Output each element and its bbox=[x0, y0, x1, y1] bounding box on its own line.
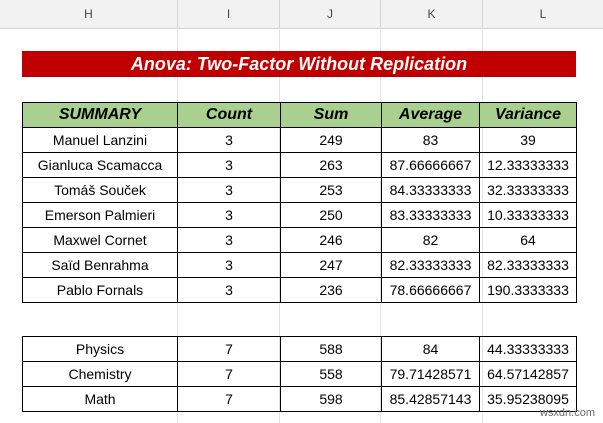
cell-sum[interactable]: 249 bbox=[280, 127, 382, 153]
cell-name[interactable]: Gianluca Scamacca bbox=[22, 152, 178, 178]
cell-sum[interactable]: 558 bbox=[280, 361, 382, 387]
cell-variance[interactable]: 82.33333333 bbox=[479, 252, 577, 278]
cell-sum[interactable]: 588 bbox=[280, 336, 382, 362]
cell-average[interactable]: 78.66666667 bbox=[381, 277, 480, 303]
table-row: Chemistry 7 558 79.71428571 64.57142857 bbox=[22, 361, 577, 387]
cell-count[interactable]: 3 bbox=[177, 127, 281, 153]
cell-name[interactable]: Maxwel Cornet bbox=[22, 227, 178, 253]
cell-subject[interactable]: Chemistry bbox=[22, 361, 178, 387]
summary-header-row: SUMMARY Count Sum Average Variance bbox=[22, 102, 577, 128]
header-summary[interactable]: SUMMARY bbox=[22, 102, 178, 128]
cell-average[interactable]: 83.33333333 bbox=[381, 202, 480, 228]
cell-name[interactable]: Tomáš Souček bbox=[22, 177, 178, 203]
cell-count[interactable]: 7 bbox=[177, 361, 281, 387]
cell-count[interactable]: 3 bbox=[177, 277, 281, 303]
table-row: Emerson Palmieri 3 250 83.33333333 10.33… bbox=[22, 202, 577, 228]
cell-subject[interactable]: Math bbox=[22, 386, 178, 412]
column-header-k[interactable]: K bbox=[381, 0, 483, 28]
table-row: Math 7 598 85.42857143 35.95238095 bbox=[22, 386, 577, 412]
cell-average[interactable]: 83 bbox=[381, 127, 480, 153]
cell-variance[interactable]: 64 bbox=[479, 227, 577, 253]
cell-count[interactable]: 7 bbox=[177, 386, 281, 412]
table-row: Maxwel Cornet 3 246 82 64 bbox=[22, 227, 577, 253]
cell-average[interactable]: 82 bbox=[381, 227, 480, 253]
cell-variance[interactable]: 35.95238095 bbox=[479, 386, 577, 412]
cell-sum[interactable]: 236 bbox=[280, 277, 382, 303]
summary-table: SUMMARY Count Sum Average Variance Manue… bbox=[22, 102, 577, 303]
anova-title[interactable]: Anova: Two-Factor Without Replication bbox=[22, 51, 576, 77]
cell-count[interactable]: 3 bbox=[177, 177, 281, 203]
cell-count[interactable]: 7 bbox=[177, 336, 281, 362]
table-row: Pablo Fornals 3 236 78.66666667 190.3333… bbox=[22, 277, 577, 303]
header-average[interactable]: Average bbox=[381, 102, 480, 128]
header-count[interactable]: Count bbox=[177, 102, 281, 128]
cell-sum[interactable]: 253 bbox=[280, 177, 382, 203]
cell-average[interactable]: 79.71428571 bbox=[381, 361, 480, 387]
cell-average[interactable]: 85.42857143 bbox=[381, 386, 480, 412]
cell-name[interactable]: Pablo Fornals bbox=[22, 277, 178, 303]
header-variance[interactable]: Variance bbox=[479, 102, 577, 128]
subject-summary-table: Physics 7 588 84 44.33333333 Chemistry 7… bbox=[22, 336, 577, 412]
column-header-i[interactable]: I bbox=[178, 0, 280, 28]
cell-name[interactable]: Emerson Palmieri bbox=[22, 202, 178, 228]
cell-subject[interactable]: Physics bbox=[22, 336, 178, 362]
cell-variance[interactable]: 44.33333333 bbox=[479, 336, 577, 362]
cell-variance[interactable]: 190.3333333 bbox=[479, 277, 577, 303]
cell-average[interactable]: 82.33333333 bbox=[381, 252, 480, 278]
cell-variance[interactable]: 64.57142857 bbox=[479, 361, 577, 387]
cell-variance[interactable]: 39 bbox=[479, 127, 577, 153]
column-header-row: H I J K L bbox=[0, 0, 603, 29]
cell-count[interactable]: 3 bbox=[177, 152, 281, 178]
column-header-h[interactable]: H bbox=[0, 0, 178, 28]
cell-sum[interactable]: 250 bbox=[280, 202, 382, 228]
cell-average[interactable]: 87.66666667 bbox=[381, 152, 480, 178]
cell-variance[interactable]: 10.33333333 bbox=[479, 202, 577, 228]
cell-average[interactable]: 84 bbox=[381, 336, 480, 362]
cell-name[interactable]: Saïd Benrahma bbox=[22, 252, 178, 278]
cell-count[interactable]: 3 bbox=[177, 202, 281, 228]
table-row: Saïd Benrahma 3 247 82.33333333 82.33333… bbox=[22, 252, 577, 278]
column-header-l[interactable]: L bbox=[539, 7, 547, 21]
cell-variance[interactable]: 12.33333333 bbox=[479, 152, 577, 178]
cell-sum[interactable]: 598 bbox=[280, 386, 382, 412]
watermark: wsxdn.com bbox=[539, 407, 595, 419]
table-row: Tomáš Souček 3 253 84.33333333 32.333333… bbox=[22, 177, 577, 203]
header-sum[interactable]: Sum bbox=[280, 102, 382, 128]
cell-count[interactable]: 3 bbox=[177, 227, 281, 253]
cell-variance[interactable]: 32.33333333 bbox=[479, 177, 577, 203]
cell-count[interactable]: 3 bbox=[177, 252, 281, 278]
cell-name[interactable]: Manuel Lanzini bbox=[22, 127, 178, 153]
table-row: Gianluca Scamacca 3 263 87.66666667 12.3… bbox=[22, 152, 577, 178]
cell-sum[interactable]: 263 bbox=[280, 152, 382, 178]
cell-sum[interactable]: 246 bbox=[280, 227, 382, 253]
cell-sum[interactable]: 247 bbox=[280, 252, 382, 278]
table-row: Manuel Lanzini 3 249 83 39 bbox=[22, 127, 577, 153]
cell-average[interactable]: 84.33333333 bbox=[381, 177, 480, 203]
table-row: Physics 7 588 84 44.33333333 bbox=[22, 336, 577, 362]
column-header-j[interactable]: J bbox=[280, 0, 381, 28]
